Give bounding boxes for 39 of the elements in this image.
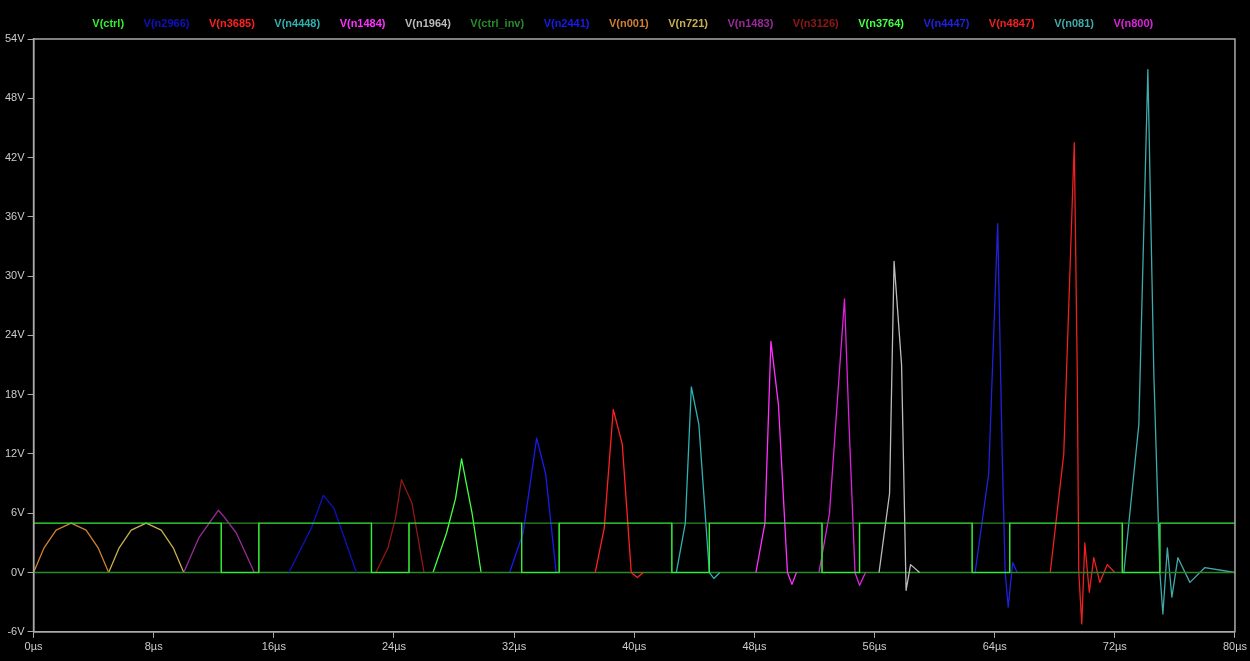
text: V(n1964) — [404, 16, 452, 29]
text: V(n3126) — [792, 16, 840, 29]
text: V(n1483) — [727, 16, 774, 29]
text: V(n4447) — [923, 16, 970, 29]
x-tick-label: 40µs — [622, 640, 647, 653]
text: V(n2441) — [543, 16, 590, 29]
text: V(n081) — [1054, 16, 1095, 29]
x-tick-label: 56µs — [862, 640, 888, 653]
x-tick-label: 48µs — [742, 640, 767, 653]
x-tick-label: 8µs — [144, 640, 164, 653]
x-tick-label: 24µs — [381, 640, 407, 653]
y-tick-label: 0V — [11, 565, 26, 578]
x-tick-label: 0µs — [24, 640, 44, 653]
x-tick-label: 32µs — [502, 640, 527, 653]
y-tick-label: 12V — [4, 446, 26, 459]
text: V(n721) — [668, 16, 709, 29]
y-tick-label: 24V — [4, 328, 26, 341]
y-tick-label: 6V — [11, 506, 26, 519]
text: V(n4448) — [274, 16, 321, 29]
text: V(ctrl) — [92, 16, 125, 29]
x-tick-label: 64µs — [982, 640, 1008, 653]
text: V(n3764) — [858, 16, 905, 29]
text: V(n3685) — [208, 16, 256, 29]
x-tick-label: 80µs — [1222, 640, 1248, 653]
y-tick-label: 30V — [4, 269, 26, 282]
x-tick-label: 16µs — [261, 640, 287, 653]
y-tick-label: 18V — [4, 387, 26, 400]
text: V(ctrl_inv) — [470, 16, 525, 29]
y-tick-label: 42V — [4, 150, 26, 163]
text: V(n800) — [1113, 16, 1154, 29]
text: V(n001) — [608, 16, 650, 29]
text: V(n1484) — [339, 16, 386, 29]
y-tick-label: 36V — [4, 209, 26, 222]
x-tick-label: 72µs — [1102, 640, 1128, 653]
y-tick-label: -6V — [7, 624, 26, 637]
y-tick-label: 48V — [4, 91, 26, 104]
y-tick-label: 54V — [4, 32, 26, 45]
text: V(n2966) — [143, 16, 190, 29]
text: V(n4847) — [988, 16, 1036, 29]
